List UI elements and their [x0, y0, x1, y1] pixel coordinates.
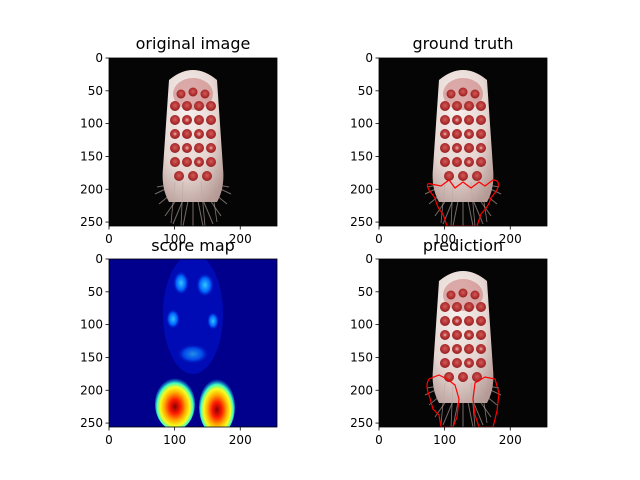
panel-prediction — [379, 259, 547, 427]
y-tick-label: 200 — [350, 383, 373, 397]
x-tick-label: 0 — [375, 232, 383, 246]
score-map-heatmap — [109, 259, 277, 427]
x-tick-label: 0 — [375, 433, 383, 447]
x-tick-label: 100 — [433, 433, 456, 447]
y-tick-label: 50 — [358, 84, 373, 98]
y-tick-label: 150 — [80, 149, 103, 163]
x-tick-label: 100 — [433, 232, 456, 246]
panel-title-score-map: score map — [151, 236, 235, 255]
axes-frame-original-image — [108, 57, 278, 227]
x-tick-label: 100 — [163, 232, 186, 246]
y-tick-label: 100 — [80, 318, 103, 332]
y-tick-label: 0 — [365, 252, 373, 266]
y-tick-label: 250 — [80, 416, 103, 430]
y-tick-label: 200 — [350, 182, 373, 196]
y-tick-label: 0 — [365, 51, 373, 65]
panel-original-image — [109, 58, 277, 226]
y-tick-label: 150 — [80, 350, 103, 364]
prediction-contour-left — [426, 374, 460, 427]
x-tick-label: 200 — [229, 433, 252, 447]
y-tick-label: 50 — [88, 285, 103, 299]
ground-truth-contour — [426, 179, 499, 226]
y-tick-label: 250 — [350, 416, 373, 430]
x-tick-label: 0 — [105, 433, 113, 447]
panel-title-ground-truth: ground truth — [412, 34, 513, 53]
x-tick-label: 200 — [499, 433, 522, 447]
prediction-contour-right — [472, 376, 500, 427]
x-tick-label: 200 — [499, 232, 522, 246]
axes-frame-score-map — [108, 258, 278, 428]
panel-score-map — [109, 259, 277, 427]
axes-frame-ground-truth — [378, 57, 548, 227]
panel-title-prediction: prediction — [423, 236, 503, 255]
y-tick-label: 100 — [350, 117, 373, 131]
x-tick-label: 0 — [105, 232, 113, 246]
y-tick-label: 250 — [350, 215, 373, 229]
y-tick-label: 100 — [80, 117, 103, 131]
panel-ground-truth — [379, 58, 547, 226]
y-tick-label: 200 — [80, 182, 103, 196]
y-tick-label: 150 — [350, 350, 373, 364]
x-tick-label: 200 — [229, 232, 252, 246]
y-tick-label: 200 — [80, 383, 103, 397]
axes-frame-prediction — [378, 258, 548, 428]
y-tick-label: 50 — [358, 285, 373, 299]
y-tick-label: 100 — [350, 318, 373, 332]
x-tick-label: 100 — [163, 433, 186, 447]
y-tick-label: 50 — [88, 84, 103, 98]
y-tick-label: 0 — [95, 252, 103, 266]
y-tick-label: 250 — [80, 215, 103, 229]
original-image-photo — [109, 58, 277, 226]
y-tick-label: 150 — [350, 149, 373, 163]
panel-title-original-image: original image — [136, 34, 251, 53]
y-tick-label: 0 — [95, 51, 103, 65]
